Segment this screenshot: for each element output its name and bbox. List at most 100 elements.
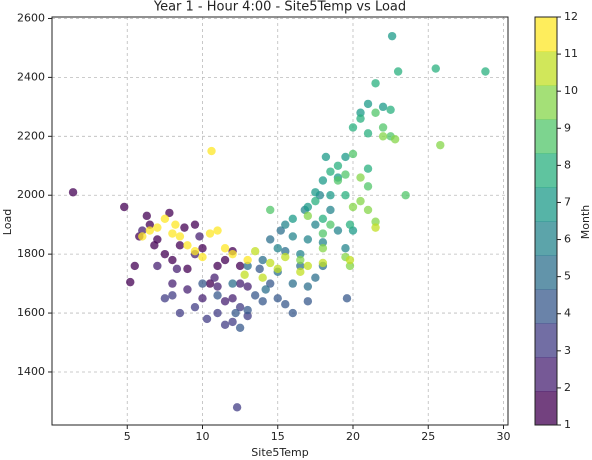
- y-axis-label: Load: [1, 209, 14, 235]
- scatter-point: [198, 244, 207, 253]
- scatter-point: [273, 244, 282, 253]
- colorbar-band: [535, 289, 557, 324]
- scatter-point: [168, 279, 177, 288]
- scatter-point: [160, 249, 170, 259]
- scatter-point: [250, 246, 260, 256]
- y-tick-label: 2000: [17, 188, 45, 201]
- scatter-point: [235, 261, 245, 271]
- y-tick-label: 1600: [17, 306, 45, 319]
- scatter-point: [205, 279, 215, 288]
- scatter-point: [213, 282, 222, 291]
- scatter-point: [281, 252, 290, 262]
- scatter-point: [401, 191, 410, 200]
- scatter-point: [326, 220, 335, 229]
- scatter-point: [180, 223, 189, 232]
- scatter-point: [333, 161, 343, 170]
- scatter-point: [243, 282, 252, 291]
- scatter-point: [296, 261, 305, 271]
- scatter-point: [228, 279, 237, 288]
- y-tick-label: 2200: [17, 129, 45, 142]
- scatter-point: [213, 308, 222, 318]
- scatter-point: [220, 320, 230, 330]
- scatter-point: [363, 164, 373, 173]
- scatter-point: [326, 191, 335, 200]
- colorbar-band: [535, 51, 557, 86]
- scatter-point: [371, 217, 380, 226]
- scatter-point: [363, 129, 373, 138]
- scatter-point: [258, 255, 267, 265]
- scatter-point: [318, 258, 328, 268]
- chart-title: Year 1 - Hour 4:00 - Site5Temp vs Load: [153, 0, 406, 15]
- colorbar-tick-label: 9: [564, 121, 571, 134]
- scatter-point: [303, 261, 313, 271]
- scatter-point: [145, 226, 155, 235]
- scatter-point: [311, 188, 320, 197]
- scatter-point: [311, 220, 320, 229]
- x-tick-label: 30: [496, 430, 510, 443]
- scatter-point: [235, 323, 245, 332]
- colorbar-tick-label: 7: [564, 195, 571, 208]
- scatter-point: [153, 223, 162, 232]
- scatter-point: [281, 220, 290, 229]
- scatter-point: [231, 308, 240, 318]
- scatter-point: [243, 311, 252, 321]
- scatter-point: [190, 220, 200, 229]
- scatter-point: [243, 261, 252, 271]
- scatter-point: [356, 196, 365, 206]
- scatter-point: [318, 214, 328, 223]
- scatter-point: [138, 232, 147, 241]
- scatter-point: [68, 188, 78, 197]
- scatter-point: [228, 317, 237, 327]
- scatter-point: [205, 229, 215, 238]
- scatter-point: [153, 261, 162, 271]
- scatter-point: [296, 255, 305, 265]
- scatter-point: [288, 308, 297, 318]
- colorbar-tick-label: 8: [564, 158, 571, 171]
- scatter-point: [183, 285, 192, 294]
- scatter-point: [213, 291, 222, 300]
- scatter-point: [258, 297, 267, 306]
- scatter-point: [235, 302, 245, 312]
- scatter-point: [348, 202, 358, 212]
- scatter-point: [213, 261, 222, 271]
- scatter-point: [341, 170, 350, 179]
- x-tick-label: 20: [346, 430, 360, 443]
- scatter-point: [273, 294, 282, 303]
- scatter-point: [321, 152, 331, 162]
- scatter-point: [160, 294, 170, 303]
- scatter-point: [172, 264, 182, 274]
- scatter-point: [255, 264, 264, 274]
- scatter-point: [232, 403, 242, 412]
- scatter-point: [371, 223, 380, 232]
- scatter-point: [183, 264, 192, 274]
- scatter-point: [436, 140, 445, 150]
- scatter-point: [326, 167, 335, 176]
- scatter-point: [378, 132, 388, 141]
- scatter-point: [303, 282, 313, 291]
- scatter-point: [311, 196, 320, 206]
- scatter-point: [326, 205, 335, 215]
- scatter-point: [243, 305, 252, 315]
- colorbar-band: [535, 119, 557, 154]
- scatter-point: [356, 108, 365, 117]
- scatter-point: [207, 146, 216, 156]
- scatter-point: [281, 300, 290, 309]
- x-tick-label: 10: [195, 430, 209, 443]
- scatter-point: [190, 246, 200, 256]
- scatter-point: [168, 229, 177, 238]
- colorbar-tick-label: 5: [564, 270, 571, 283]
- colorbar-band: [535, 323, 557, 358]
- scatter-point: [378, 102, 388, 112]
- scatter-point: [220, 297, 230, 306]
- scatter-point: [288, 232, 297, 241]
- colorbar-tick-label: 1: [564, 418, 571, 431]
- scatter-point: [150, 241, 159, 250]
- scatter-point: [266, 235, 275, 244]
- scatter-point: [228, 294, 237, 303]
- scatter-point: [345, 255, 355, 265]
- y-tick-label: 2600: [17, 11, 45, 24]
- scatter-point: [235, 279, 245, 288]
- scatter-point: [145, 220, 155, 229]
- scatter-point: [281, 246, 290, 256]
- y-tick-label: 1800: [17, 247, 45, 260]
